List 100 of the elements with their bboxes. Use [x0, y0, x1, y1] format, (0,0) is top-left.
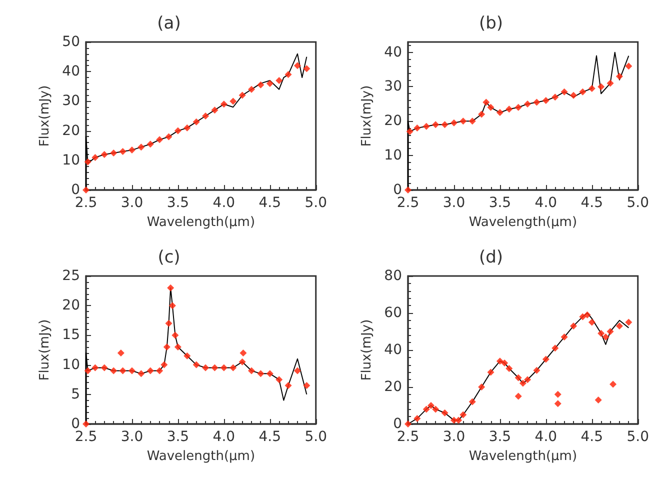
point [156, 367, 164, 374]
x-axis-title: Wavelength(μm) [468, 449, 578, 464]
point [579, 313, 586, 320]
y-tick-label: 30 [62, 93, 80, 110]
point [146, 367, 154, 374]
point [460, 411, 467, 418]
point [184, 124, 191, 132]
point [552, 94, 559, 101]
point [514, 374, 522, 382]
x-tick-label: 4.0 [212, 429, 236, 445]
point [117, 349, 124, 356]
point [552, 344, 559, 352]
point [514, 392, 522, 400]
point [303, 382, 310, 390]
x-tick-label: 2.5 [396, 429, 420, 445]
y-tick-label: 10 [384, 148, 402, 164]
chart-title: (a) [157, 14, 181, 34]
point [496, 358, 504, 365]
point [174, 127, 182, 134]
y-tick-label: 30 [384, 78, 402, 95]
point [165, 133, 172, 140]
point [594, 396, 602, 404]
point [84, 158, 92, 166]
point [230, 364, 237, 372]
y-tick-label: 0 [71, 416, 80, 432]
point [560, 334, 568, 341]
x-tick-label: 3.0 [442, 429, 466, 445]
point [165, 320, 172, 327]
y-tick-label: 50 [62, 34, 80, 50]
chart-title: (d) [478, 248, 504, 268]
x-tick-label: 4.0 [534, 195, 558, 211]
point [119, 148, 126, 156]
point [588, 318, 596, 326]
y-tick-label: 15 [62, 327, 80, 344]
x-tick-label: 3.5 [166, 195, 190, 211]
point [257, 81, 264, 88]
point [542, 97, 550, 104]
point [560, 88, 568, 96]
point [303, 65, 310, 72]
y-tick-label: 20 [384, 113, 402, 130]
point [506, 365, 513, 372]
point [460, 118, 467, 125]
x-axis-title: Wavelength(μm) [468, 215, 578, 230]
point [533, 366, 540, 374]
x-tick-label: 4.5 [258, 195, 282, 211]
point [427, 402, 434, 409]
point [414, 414, 421, 422]
point [554, 400, 562, 408]
point [616, 322, 623, 330]
point [524, 376, 532, 384]
x-tick-label: 3.0 [120, 195, 144, 211]
y-axis-title: Flux(mJy) [359, 319, 374, 381]
point [455, 416, 462, 424]
point [496, 109, 504, 116]
point [240, 349, 247, 356]
x-tick-label: 2.5 [74, 429, 98, 445]
point [478, 384, 486, 390]
point [554, 390, 562, 398]
x-tick-label: 2.5 [396, 195, 420, 211]
point [138, 370, 145, 378]
point [276, 76, 283, 84]
point [422, 122, 430, 130]
point [616, 72, 623, 80]
y-tick-label: 20 [384, 379, 402, 395]
point [506, 106, 513, 113]
point [598, 330, 605, 337]
point [606, 80, 614, 87]
point [92, 364, 99, 372]
x-tick-label: 2.5 [74, 195, 98, 211]
x-tick-label: 3.5 [488, 429, 512, 445]
point [202, 364, 210, 372]
point [220, 100, 228, 108]
point [519, 380, 526, 387]
x-tick-label: 5.0 [304, 429, 327, 445]
y-tick-label: 40 [384, 44, 402, 60]
point [238, 358, 246, 366]
point [266, 370, 274, 378]
point [110, 367, 118, 374]
point [468, 118, 476, 125]
point [406, 128, 414, 135]
x-tick-label: 3.0 [120, 429, 144, 445]
y-tick-label: 25 [62, 268, 80, 284]
y-axis-title: Flux(mJy) [359, 85, 374, 147]
point [84, 367, 92, 374]
point [248, 86, 256, 93]
point [220, 364, 228, 372]
x-tick-label: 4.5 [258, 429, 282, 445]
point [441, 121, 448, 128]
point [119, 367, 126, 374]
point [570, 322, 578, 330]
point [211, 106, 218, 114]
point [524, 100, 532, 108]
point [579, 88, 586, 96]
y-tick-label: 0 [393, 416, 402, 432]
point [501, 359, 508, 366]
point [238, 92, 246, 99]
chart-title: (b) [478, 14, 504, 34]
point [168, 302, 176, 310]
x-tick-label: 3.5 [166, 429, 190, 445]
point [138, 144, 145, 151]
